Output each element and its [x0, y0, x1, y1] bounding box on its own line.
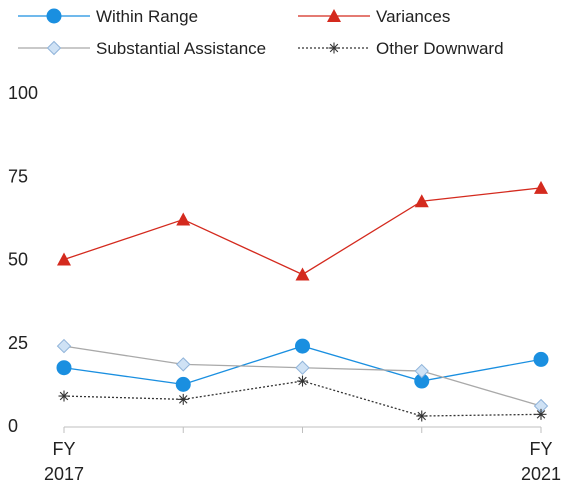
data-point	[176, 212, 191, 226]
data-point	[295, 267, 310, 281]
data-point	[295, 360, 310, 375]
legend-label: Variances	[376, 7, 450, 26]
x-axis: FY 2017 FY 2021	[44, 426, 561, 484]
legend-swatch-marker	[46, 8, 62, 24]
x-tick-label: FY	[52, 439, 75, 459]
y-tick-label: 75	[8, 166, 28, 186]
legend: Within Range Variances Substantial Assista…	[18, 7, 504, 58]
legend-entry: Within Range	[18, 7, 198, 26]
legend-swatch-marker	[327, 9, 341, 22]
legend-swatch-marker	[46, 40, 62, 56]
data-point	[177, 393, 189, 405]
x-tick-label: 2017	[44, 464, 84, 484]
legend-entry: Other Downward	[298, 39, 504, 58]
data-point	[295, 338, 310, 354]
legend-label: Other Downward	[376, 39, 504, 58]
data-point	[57, 252, 71, 266]
data-point	[414, 363, 429, 379]
legend-swatch-marker	[328, 42, 340, 54]
legend-entry: Substantial Assistance	[18, 39, 266, 58]
data-point	[175, 376, 191, 392]
series-variances	[57, 180, 548, 281]
data-point	[58, 390, 70, 402]
data-point	[535, 408, 547, 420]
y-tick-label: 100	[8, 83, 38, 103]
data-point	[414, 194, 429, 208]
data-point	[533, 351, 549, 367]
y-tick-label: 0	[8, 416, 18, 436]
series-group	[56, 180, 549, 422]
x-tick-label: 2021	[521, 464, 561, 484]
legend-entry: Variances	[298, 7, 450, 26]
series-other-downward	[58, 375, 547, 422]
y-axis-tick-labels: 0 25 50 75 100	[8, 83, 38, 436]
data-point	[534, 180, 548, 194]
series-line	[63, 187, 542, 276]
data-point	[297, 375, 308, 387]
series-within-range	[56, 338, 549, 392]
data-point	[56, 360, 72, 376]
data-point	[176, 357, 191, 372]
x-tick-label: FY	[529, 439, 552, 459]
series-substantial-assistance	[56, 338, 549, 414]
data-point	[56, 338, 72, 354]
legend-label: Within Range	[96, 7, 198, 26]
y-tick-label: 50	[8, 250, 28, 270]
legend-label: Substantial Assistance	[96, 39, 266, 58]
y-tick-label: 25	[8, 333, 28, 353]
data-point	[416, 410, 428, 422]
